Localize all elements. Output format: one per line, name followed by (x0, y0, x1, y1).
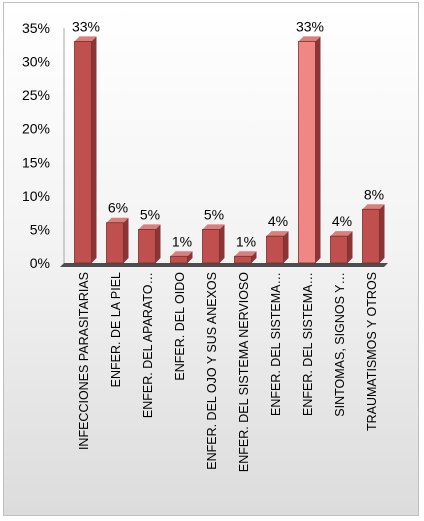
y-tick-label: 25% (22, 87, 50, 103)
category-label: SINTOMAS, SIGNOS Y… (333, 272, 347, 417)
bar-side (155, 224, 161, 263)
bar-top (330, 231, 353, 237)
y-tick-label: 35% (22, 20, 50, 36)
bar-side (315, 36, 321, 263)
data-label: 6% (108, 200, 128, 216)
bar-side (283, 231, 289, 263)
category-label: ENFER. DEL SISTEMA NERVIOSO (237, 272, 251, 472)
data-label: 5% (204, 206, 224, 222)
bar-top (234, 251, 257, 257)
bar (138, 229, 156, 264)
bar (74, 41, 92, 264)
category-label: ENFER. DEL OJO Y SUS ANEXOS (205, 272, 219, 470)
y-tick-label: 5% (30, 221, 50, 237)
bar-top (266, 231, 289, 237)
y-tick-label: 10% (22, 188, 50, 204)
bar-side (91, 36, 97, 263)
category-label: INFECCIONES PARASITARIAS (77, 272, 91, 450)
data-label: 1% (172, 233, 192, 249)
bar (170, 255, 188, 264)
bar-top (202, 224, 225, 230)
chart-floor (60, 263, 388, 267)
category-label: ENFER. DEL APARATO… (141, 272, 155, 418)
category-label: ENFER. DEL SISTEMA… (269, 272, 283, 416)
data-label: 33% (296, 18, 324, 34)
bar-side (219, 224, 225, 263)
bar-top (74, 36, 97, 42)
bar (330, 235, 348, 264)
data-label: 5% (140, 206, 160, 222)
bar-top (362, 204, 385, 210)
bar-side (379, 204, 385, 263)
data-label: 8% (364, 186, 384, 202)
bar-side (123, 217, 129, 263)
bar-side (347, 231, 353, 263)
y-tick-label: 0% (30, 255, 50, 271)
bar-top (106, 217, 129, 223)
bar-top (170, 251, 193, 257)
data-label: 1% (236, 233, 256, 249)
data-label: 4% (268, 213, 288, 229)
category-label: ENFER. DE LA PIEL (109, 272, 123, 387)
data-label: 4% (332, 213, 352, 229)
bar-side (187, 251, 193, 263)
data-label: 33% (72, 18, 100, 34)
y-tick-label: 15% (22, 154, 50, 170)
y-tick-label: 30% (22, 54, 50, 70)
bar (298, 41, 316, 264)
bar-top (298, 36, 321, 42)
bar (202, 229, 220, 264)
bar (266, 235, 284, 264)
category-label: TRAUMATISMOS Y OTROS (365, 272, 379, 431)
bar (362, 208, 380, 264)
bar (106, 222, 124, 264)
bar-top (138, 224, 161, 230)
y-tick-label: 20% (22, 121, 50, 137)
category-label: ENFER. DEL OIDO (173, 272, 187, 381)
bar-side (251, 251, 257, 263)
bar (234, 255, 252, 264)
category-label: ENFER. DEL SISTEMA… (301, 272, 315, 416)
